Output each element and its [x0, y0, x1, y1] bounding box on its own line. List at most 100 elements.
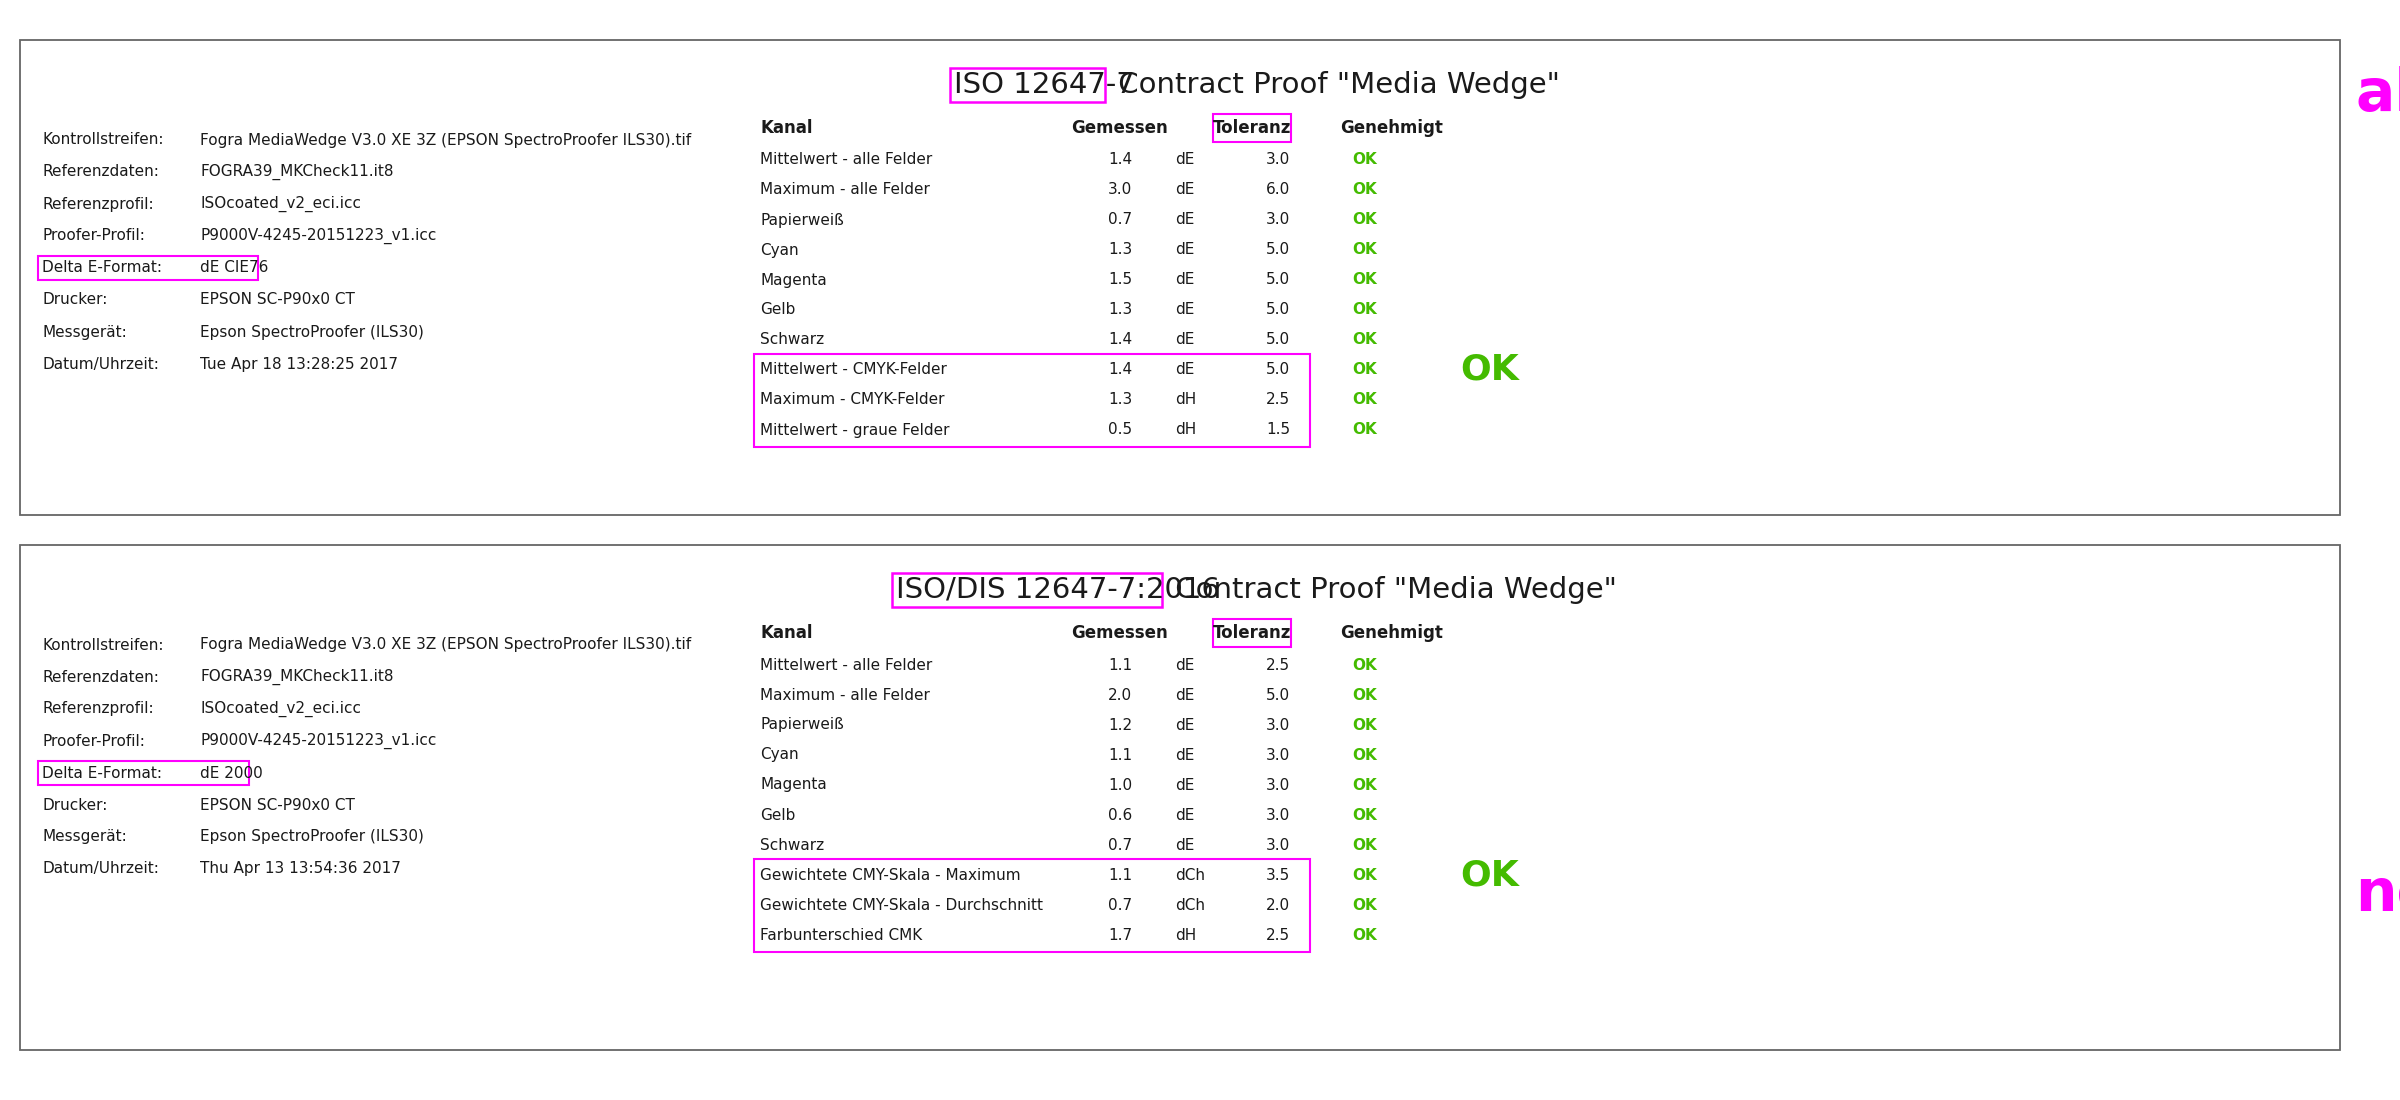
Bar: [754, 858, 1310, 952]
Text: OK: OK: [1354, 748, 1378, 762]
Bar: [19, 544, 2340, 1050]
Text: 3.0: 3.0: [1265, 837, 1291, 852]
Text: dE: dE: [1176, 717, 1195, 733]
Text: Referenzprofil:: Referenzprofil:: [43, 702, 154, 716]
Text: OK: OK: [1354, 302, 1378, 318]
Text: Proofer-Profil:: Proofer-Profil:: [43, 734, 144, 748]
Text: 2.5: 2.5: [1265, 927, 1291, 943]
Text: 0.7: 0.7: [1109, 898, 1133, 913]
Text: Kontrollstreifen:: Kontrollstreifen:: [43, 638, 163, 652]
Text: Contract Proof "Media Wedge": Contract Proof "Media Wedge": [1109, 72, 1560, 99]
Text: 0.6: 0.6: [1109, 807, 1133, 823]
Text: 1.1: 1.1: [1109, 658, 1133, 672]
Text: Fogra MediaWedge V3.0 XE 3Z (EPSON SpectroProofer ILS30).tif: Fogra MediaWedge V3.0 XE 3Z (EPSON Spect…: [199, 638, 691, 652]
Text: Fogra MediaWedge V3.0 XE 3Z (EPSON SpectroProofer ILS30).tif: Fogra MediaWedge V3.0 XE 3Z (EPSON Spect…: [199, 132, 691, 147]
Text: Schwarz: Schwarz: [761, 332, 823, 348]
Text: dE: dE: [1176, 153, 1195, 167]
Text: EPSON SC-P90x0 CT: EPSON SC-P90x0 CT: [199, 293, 355, 308]
Text: EPSON SC-P90x0 CT: EPSON SC-P90x0 CT: [199, 798, 355, 813]
Text: OK: OK: [1354, 273, 1378, 287]
Text: 5.0: 5.0: [1265, 363, 1291, 377]
Text: Schwarz: Schwarz: [761, 837, 823, 852]
Text: Gewichtete CMY-Skala - Durchschnitt: Gewichtete CMY-Skala - Durchschnitt: [761, 898, 1044, 913]
Text: Delta E-Format:: Delta E-Format:: [43, 261, 163, 275]
Text: OK: OK: [1354, 242, 1378, 257]
Text: OK: OK: [1354, 363, 1378, 377]
Text: P9000V-4245-20151223_v1.icc: P9000V-4245-20151223_v1.icc: [199, 228, 437, 244]
Text: dE: dE: [1176, 212, 1195, 228]
Text: dE: dE: [1176, 363, 1195, 377]
Text: Kanal: Kanal: [761, 624, 814, 642]
Text: Epson SpectroProofer (ILS30): Epson SpectroProofer (ILS30): [199, 324, 425, 340]
Bar: [38, 761, 250, 785]
Text: Gelb: Gelb: [761, 807, 794, 823]
Text: OK: OK: [1354, 927, 1378, 943]
Text: dE: dE: [1176, 242, 1195, 257]
Text: OK: OK: [1354, 183, 1378, 198]
Text: 3.0: 3.0: [1109, 183, 1133, 198]
Text: 1.4: 1.4: [1109, 153, 1133, 167]
Text: dE: dE: [1176, 273, 1195, 287]
Text: 1.4: 1.4: [1109, 363, 1133, 377]
Text: dE: dE: [1176, 748, 1195, 762]
Text: 2.5: 2.5: [1265, 393, 1291, 407]
Text: Gemessen: Gemessen: [1073, 119, 1169, 138]
Text: Magenta: Magenta: [761, 273, 826, 287]
Text: dH: dH: [1176, 422, 1195, 438]
Text: dE: dE: [1176, 302, 1195, 318]
Text: Drucker:: Drucker:: [43, 798, 108, 813]
Text: 5.0: 5.0: [1265, 242, 1291, 257]
Text: Genehmigt: Genehmigt: [1339, 119, 1442, 138]
Text: OK: OK: [1354, 717, 1378, 733]
Text: Maximum - CMYK-Felder: Maximum - CMYK-Felder: [761, 393, 946, 407]
Text: ISO 12647-7: ISO 12647-7: [955, 72, 1135, 99]
Text: OK: OK: [1354, 332, 1378, 348]
Text: 1.3: 1.3: [1109, 393, 1133, 407]
Text: dCh: dCh: [1176, 898, 1205, 913]
Text: OK: OK: [1354, 422, 1378, 438]
Text: dE: dE: [1176, 658, 1195, 672]
Text: OK: OK: [1354, 898, 1378, 913]
Text: Gelb: Gelb: [761, 302, 794, 318]
Text: Genehmigt: Genehmigt: [1339, 624, 1442, 642]
Text: Proofer-Profil:: Proofer-Profil:: [43, 229, 144, 243]
Text: 1.0: 1.0: [1109, 778, 1133, 792]
Text: ISOcoated_v2_eci.icc: ISOcoated_v2_eci.icc: [199, 196, 360, 212]
Text: 3.0: 3.0: [1265, 717, 1291, 733]
Text: Gemessen: Gemessen: [1073, 624, 1169, 642]
Text: FOGRA39_MKCheck11.it8: FOGRA39_MKCheck11.it8: [199, 164, 394, 180]
Text: dH: dH: [1176, 927, 1195, 943]
Text: 6.0: 6.0: [1265, 183, 1291, 198]
Text: 3.0: 3.0: [1265, 748, 1291, 762]
Text: 2.0: 2.0: [1265, 898, 1291, 913]
Text: dCh: dCh: [1176, 868, 1205, 882]
Text: 1.1: 1.1: [1109, 868, 1133, 882]
Text: 3.0: 3.0: [1265, 778, 1291, 792]
Text: OK: OK: [1354, 393, 1378, 407]
Text: 1.1: 1.1: [1109, 748, 1133, 762]
Text: Toleranz: Toleranz: [1212, 624, 1291, 642]
Text: dE 2000: dE 2000: [199, 766, 262, 781]
Text: 5.0: 5.0: [1265, 302, 1291, 318]
Text: 5.0: 5.0: [1265, 688, 1291, 703]
Text: Drucker:: Drucker:: [43, 293, 108, 308]
Bar: [754, 353, 1310, 447]
Text: Kontrollstreifen:: Kontrollstreifen:: [43, 132, 163, 147]
Text: Mittelwert - alle Felder: Mittelwert - alle Felder: [761, 658, 931, 672]
Text: Papierweiß: Papierweiß: [761, 717, 845, 733]
Text: Cyan: Cyan: [761, 748, 799, 762]
Text: OK: OK: [1354, 658, 1378, 672]
Text: Maximum - alle Felder: Maximum - alle Felder: [761, 688, 929, 703]
Text: Referenzdaten:: Referenzdaten:: [43, 165, 158, 179]
Text: ISO/DIS 12647-7:2016: ISO/DIS 12647-7:2016: [898, 576, 1222, 604]
Text: Epson SpectroProofer (ILS30): Epson SpectroProofer (ILS30): [199, 829, 425, 845]
Text: OK: OK: [1354, 807, 1378, 823]
Text: 1.2: 1.2: [1109, 717, 1133, 733]
Text: dE: dE: [1176, 332, 1195, 348]
Text: Datum/Uhrzeit:: Datum/Uhrzeit:: [43, 861, 158, 877]
Text: 3.0: 3.0: [1265, 153, 1291, 167]
Text: Gewichtete CMY-Skala - Maximum: Gewichtete CMY-Skala - Maximum: [761, 868, 1020, 882]
Bar: [1212, 114, 1291, 142]
Text: Referenzprofil:: Referenzprofil:: [43, 197, 154, 211]
Bar: [1212, 619, 1291, 647]
